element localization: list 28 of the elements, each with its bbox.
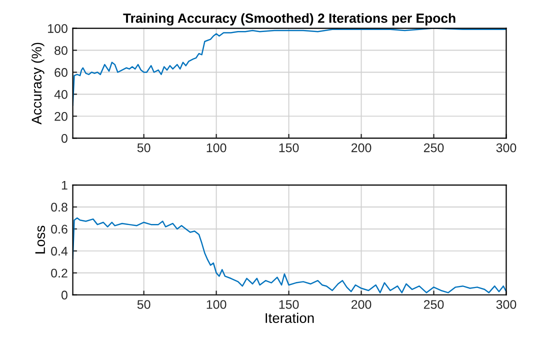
y-tick-label: 40 — [54, 90, 68, 99]
chart-title: Training Accuracy (Smoothed) 2 Iterations per Epoch — [123, 13, 456, 26]
x-tick-label: 50 — [137, 300, 150, 309]
x-tick-label: 200 — [351, 143, 372, 152]
y-axis-title: Accuracy (%) — [31, 42, 44, 124]
x-tick-label: 100 — [206, 300, 226, 309]
x-tick-label: 100 — [206, 143, 226, 152]
x-tick-label: 250 — [424, 143, 444, 152]
x-tick-label: 200 — [351, 300, 372, 309]
y-tick-label: 0.2 — [51, 268, 68, 278]
x-tick-label: 300 — [496, 143, 516, 152]
x-axis-title: Iteration — [266, 312, 314, 323]
x-tick-label: 150 — [279, 143, 299, 152]
y-tick-label: 100 — [48, 24, 68, 33]
x-tick-label: 50 — [137, 143, 150, 152]
y-tick-label: 80 — [54, 46, 68, 55]
y-tick-label: 0.4 — [51, 246, 68, 256]
y-tick-label: 0.6 — [51, 224, 68, 234]
y-tick-label: 0 — [61, 290, 68, 300]
x-tick-label: 300 — [496, 300, 516, 309]
x-tick-label: 150 — [279, 300, 299, 309]
y-tick-label: 60 — [54, 68, 68, 77]
y-tick-label: 0.8 — [51, 202, 68, 212]
y-tick-label: 1 — [62, 180, 68, 190]
x-tick-label: 250 — [424, 300, 444, 309]
y-tick-label: 0 — [61, 134, 68, 143]
y-tick-label: 20 — [54, 112, 68, 121]
y-axis-title: Loss — [35, 226, 46, 254]
